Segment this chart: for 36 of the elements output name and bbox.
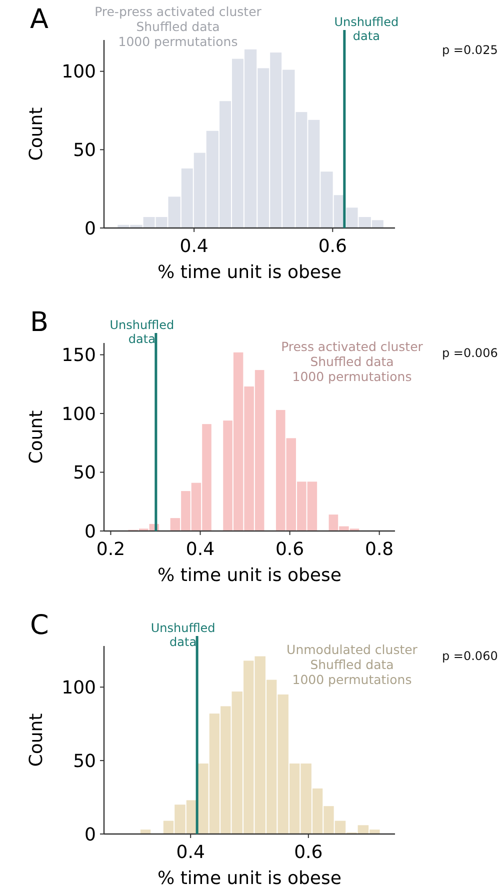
- x-tick-label: 0.2: [96, 539, 126, 560]
- y-axis-title: Count: [26, 107, 47, 161]
- text: p =0.060: [442, 649, 498, 663]
- y-tick-label: 100: [62, 677, 96, 698]
- annotation: Pre-press activated cluster Shuffled data 1000 permutations: [94, 4, 262, 49]
- y-tick-label: 0: [84, 824, 96, 846]
- x-tick-label: 0.4: [180, 236, 208, 257]
- y-tick-label: 100: [62, 62, 96, 83]
- annotation: Press activated cluster Shuffled data 1000 permutations: [281, 339, 424, 384]
- x-tick-label: 0.4: [176, 842, 205, 863]
- y-tick-label: 0: [84, 218, 96, 240]
- y-tick-label: 50: [73, 140, 96, 161]
- x-tick-label: 0.6: [294, 842, 323, 863]
- x-tick-label: 0.4: [186, 539, 215, 560]
- y-tick-label: 50: [73, 750, 96, 772]
- y-axis-title: Count: [26, 713, 47, 767]
- y-axis-title: Count: [26, 410, 47, 464]
- x-axis-title: % time unit is obese: [158, 868, 342, 889]
- ref-line-label: Unshuffled data: [334, 15, 399, 43]
- chart-title: A: [30, 4, 49, 35]
- y-tick-label: 100: [62, 404, 96, 425]
- x-axis-title: % time unit is obese: [158, 565, 342, 586]
- ref-line-label: Unshuffled data: [150, 621, 216, 649]
- x-axis-title: % time unit is obese: [158, 262, 342, 283]
- chart-title: C: [30, 610, 49, 641]
- x-tick-label: 0.8: [365, 539, 394, 560]
- annotation: Unmodulated cluster Shuffled data 1000 permutations: [286, 642, 418, 687]
- ref-line-label: Unshuffled data: [110, 318, 174, 346]
- text: p =0.006: [442, 346, 498, 360]
- y-tick-label: 150: [62, 345, 96, 366]
- y-tick-label: 0: [84, 521, 96, 542]
- x-tick-label: 0.6: [318, 236, 347, 257]
- y-tick-label: 50: [73, 462, 96, 484]
- x-tick-label: 0.6: [275, 539, 304, 560]
- chart-title: B: [30, 307, 49, 338]
- text: p =0.025: [442, 43, 498, 57]
